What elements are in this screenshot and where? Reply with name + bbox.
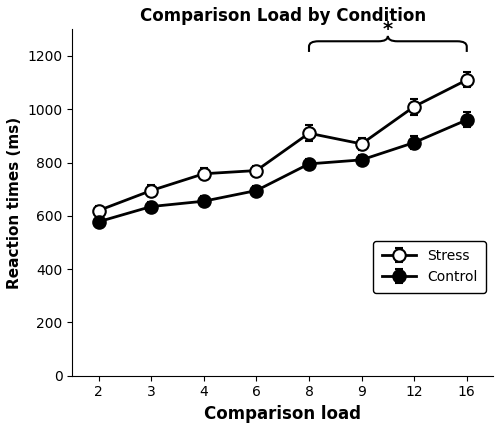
Legend: Stress, Control: Stress, Control xyxy=(373,241,486,292)
Title: Comparison Load by Condition: Comparison Load by Condition xyxy=(140,7,426,25)
X-axis label: Comparison load: Comparison load xyxy=(204,405,361,423)
Text: *: * xyxy=(383,20,393,39)
Y-axis label: Reaction times (ms): Reaction times (ms) xyxy=(7,117,22,289)
